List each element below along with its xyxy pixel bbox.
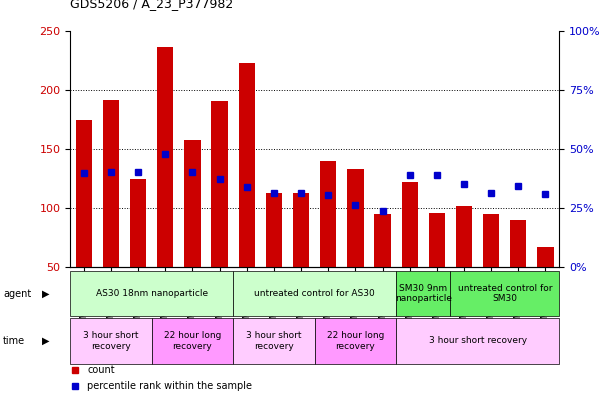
Text: percentile rank within the sample: percentile rank within the sample xyxy=(87,380,252,391)
Bar xyxy=(157,47,174,267)
Text: untreated control for
SM30: untreated control for SM30 xyxy=(458,284,552,303)
Bar xyxy=(320,161,337,267)
Text: GDS5206 / A_23_P377982: GDS5206 / A_23_P377982 xyxy=(70,0,233,10)
Bar xyxy=(401,182,418,267)
Bar xyxy=(76,120,92,267)
Text: time: time xyxy=(3,336,25,346)
Bar xyxy=(396,271,450,316)
Bar xyxy=(239,63,255,267)
Bar xyxy=(483,214,499,267)
Bar xyxy=(70,318,152,364)
Text: count: count xyxy=(87,365,115,375)
Text: untreated control for AS30: untreated control for AS30 xyxy=(254,289,375,298)
Bar xyxy=(233,271,396,316)
Text: AS30 18nm nanoparticle: AS30 18nm nanoparticle xyxy=(96,289,208,298)
Bar xyxy=(130,179,146,267)
Bar xyxy=(70,271,233,316)
Text: ▶: ▶ xyxy=(42,336,49,346)
Text: 3 hour short
recovery: 3 hour short recovery xyxy=(246,331,302,351)
Bar xyxy=(456,206,472,267)
Bar xyxy=(293,193,309,267)
Text: 22 hour long
recovery: 22 hour long recovery xyxy=(327,331,384,351)
Text: 3 hour short
recovery: 3 hour short recovery xyxy=(83,331,139,351)
Bar xyxy=(211,101,228,267)
Text: ▶: ▶ xyxy=(42,289,49,299)
Text: 3 hour short recovery: 3 hour short recovery xyxy=(428,336,527,345)
Bar xyxy=(347,169,364,267)
Bar xyxy=(152,318,233,364)
Text: agent: agent xyxy=(3,289,31,299)
Bar xyxy=(266,193,282,267)
Bar xyxy=(103,100,119,267)
Bar xyxy=(429,213,445,267)
Text: SM30 9nm
nanoparticle: SM30 9nm nanoparticle xyxy=(395,284,452,303)
Bar xyxy=(396,318,559,364)
Bar xyxy=(185,140,200,267)
Bar xyxy=(450,271,559,316)
Bar xyxy=(375,214,390,267)
Bar xyxy=(510,220,527,267)
Bar xyxy=(537,247,554,267)
Bar xyxy=(233,318,315,364)
Text: 22 hour long
recovery: 22 hour long recovery xyxy=(164,331,221,351)
Bar xyxy=(315,318,396,364)
